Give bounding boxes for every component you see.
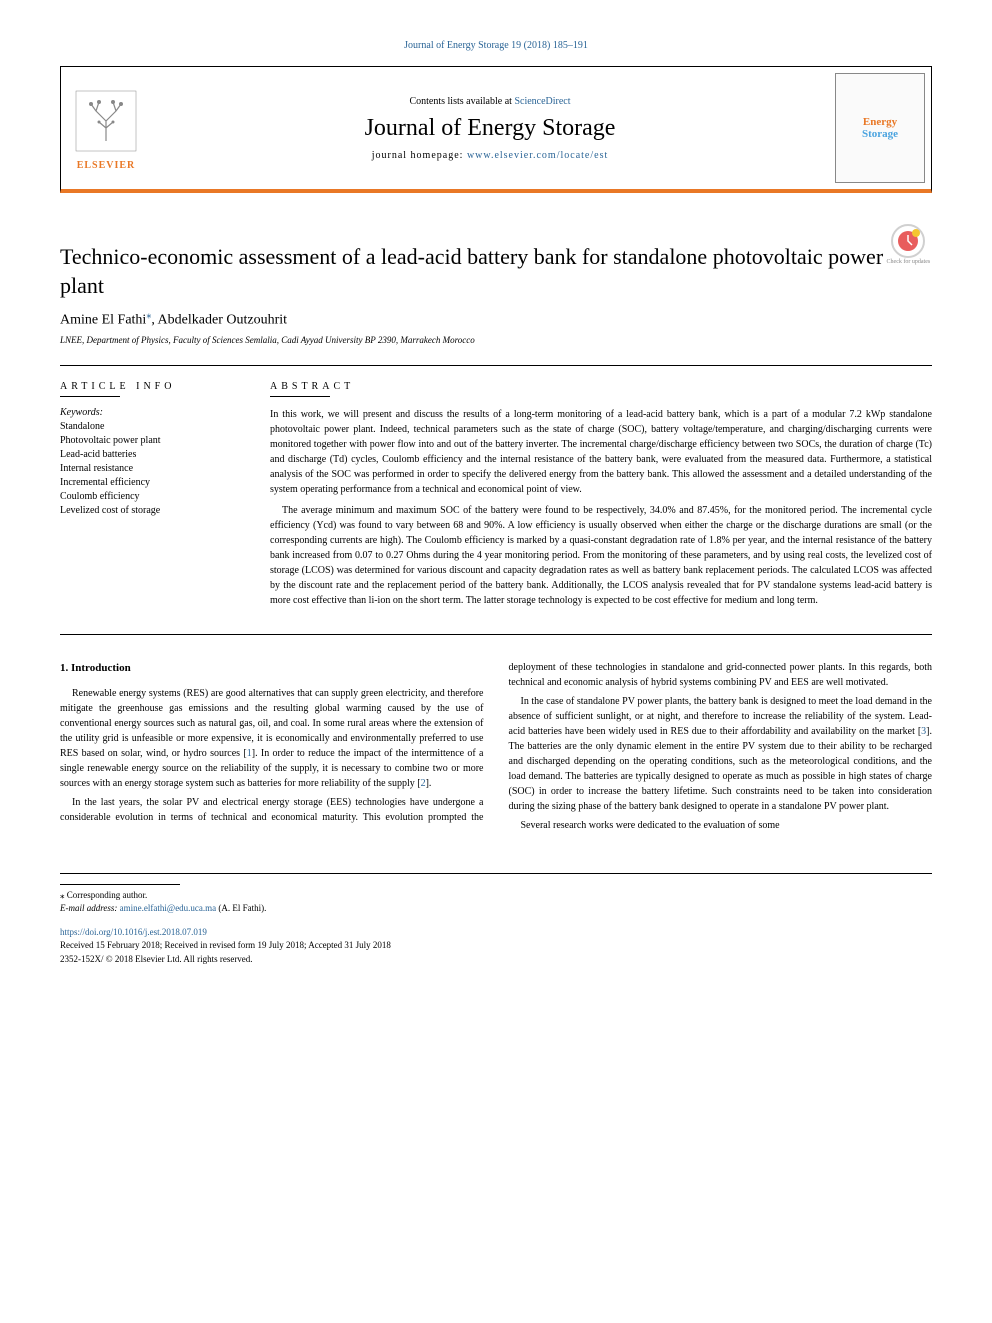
- updates-text: Check for updates: [887, 259, 931, 265]
- journal-cover: Energy Storage: [835, 73, 925, 183]
- abstract-text: In this work, we will present and discus…: [270, 407, 932, 608]
- body-p4: Several research works were dedicated to…: [509, 818, 933, 833]
- issn-line: 2352-152X/ © 2018 Elsevier Ltd. All righ…: [60, 953, 932, 967]
- cover-line2: Storage: [862, 128, 898, 140]
- header-center: Contents lists available at ScienceDirec…: [151, 86, 829, 171]
- keywords-label: Keywords:: [60, 407, 240, 418]
- email-suffix: (A. El Fathi).: [216, 903, 266, 913]
- keyword: Photovoltaic power plant: [60, 434, 240, 448]
- doi-link[interactable]: https://doi.org/10.1016/j.est.2018.07.01…: [60, 927, 207, 937]
- elsevier-text: ELSEVIER: [77, 160, 136, 171]
- abstract-p2: The average minimum and maximum SOC of t…: [270, 503, 932, 608]
- affiliation: LNEE, Department of Physics, Faculty of …: [60, 335, 932, 345]
- citation-link[interactable]: Journal of Energy Storage 19 (2018) 185–…: [404, 40, 588, 51]
- corr-divider: [60, 884, 180, 885]
- keyword: Standalone: [60, 420, 240, 434]
- email-line: E-mail address: amine.elfathi@edu.uca.ma…: [60, 902, 932, 916]
- updates-icon: [890, 223, 926, 259]
- abstract-label: ABSTRACT: [270, 381, 932, 392]
- homepage-line: journal homepage: www.elsevier.com/locat…: [161, 150, 819, 161]
- tree-icon: [71, 86, 141, 156]
- journal-header: ELSEVIER Contents lists available at Sci…: [60, 66, 932, 193]
- author2: , Abdelkader Outzouhrit: [151, 313, 287, 328]
- section-heading: 1. Introduction: [60, 660, 484, 677]
- contents-prefix: Contents lists available at: [409, 96, 514, 107]
- p3a: In the case of standalone PV power plant…: [509, 696, 933, 737]
- updates-badge[interactable]: Check for updates: [885, 223, 932, 273]
- footer: ⁎ Corresponding author. E-mail address: …: [60, 873, 932, 967]
- received-line: Received 15 February 2018; Received in r…: [60, 939, 932, 953]
- contents-line: Contents lists available at ScienceDirec…: [161, 96, 819, 107]
- p3b: ]. The batteries are the only dynamic el…: [509, 726, 933, 812]
- journal-title: Journal of Energy Storage: [161, 115, 819, 142]
- citation-header: Journal of Energy Storage 19 (2018) 185–…: [60, 40, 932, 51]
- author1: Amine El Fathi: [60, 313, 146, 328]
- article-info-col: ARTICLE INFO Keywords: Standalone Photov…: [60, 381, 240, 614]
- corr-author: ⁎ Corresponding author.: [60, 889, 932, 903]
- keyword: Coulomb efficiency: [60, 490, 240, 504]
- body-p1: Renewable energy systems (RES) are good …: [60, 686, 484, 791]
- keyword: Internal resistance: [60, 462, 240, 476]
- elsevier-logo: ELSEVIER: [61, 73, 151, 183]
- info-abstract: ARTICLE INFO Keywords: Standalone Photov…: [60, 365, 932, 635]
- sciencedirect-link[interactable]: ScienceDirect: [514, 96, 570, 107]
- abstract-col: ABSTRACT In this work, we will present a…: [270, 381, 932, 614]
- keyword: Levelized cost of storage: [60, 504, 240, 518]
- body-p3: In the case of standalone PV power plant…: [509, 694, 933, 814]
- email-link[interactable]: amine.elfathi@edu.uca.ma: [120, 903, 217, 913]
- keyword: Incremental efficiency: [60, 476, 240, 490]
- article-title: Technico-economic assessment of a lead-a…: [60, 243, 885, 300]
- authors: Amine El Fathi⁎, Abdelkader Outzouhrit: [60, 310, 932, 329]
- p1c: ].: [426, 778, 432, 789]
- title-row: Technico-economic assessment of a lead-a…: [60, 223, 932, 310]
- info-label: ARTICLE INFO: [60, 381, 240, 392]
- info-divider: [60, 396, 120, 397]
- body-text: 1. Introduction Renewable energy systems…: [60, 660, 932, 833]
- keyword: Lead-acid batteries: [60, 448, 240, 462]
- email-label: E-mail address:: [60, 903, 120, 913]
- homepage-link[interactable]: www.elsevier.com/locate/est: [467, 150, 608, 161]
- homepage-prefix: journal homepage:: [372, 150, 467, 161]
- cover-line1: Energy: [863, 116, 897, 128]
- abstract-divider: [270, 396, 330, 397]
- abstract-p1: In this work, we will present and discus…: [270, 407, 932, 497]
